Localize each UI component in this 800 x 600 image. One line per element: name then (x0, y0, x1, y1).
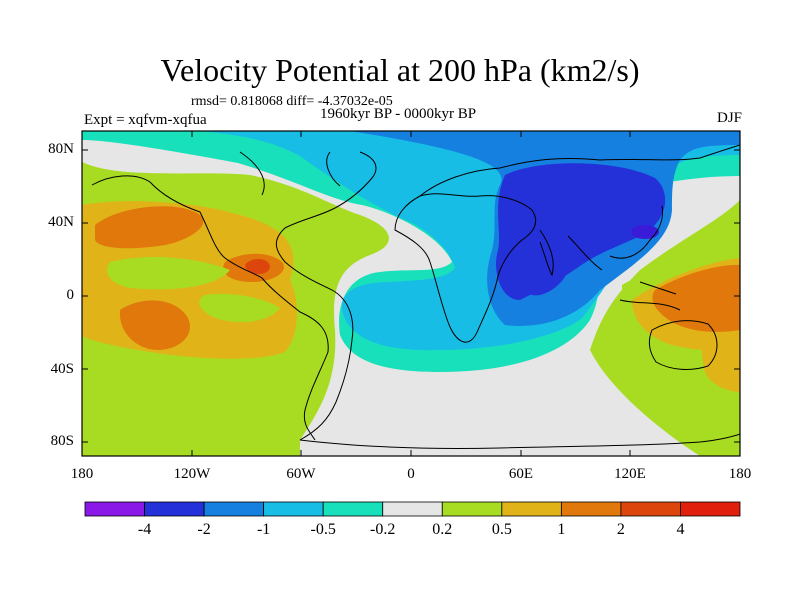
antarctica-coast (299, 433, 740, 450)
season-label: DJF (716, 110, 742, 126)
colorbar-swatch (203, 501, 265, 517)
contour-fill (119, 300, 190, 350)
rmsd-diff-stats: rmsd= 0.818068 diff= -4.37032e-05 (191, 94, 393, 109)
colorbar-swatch (322, 501, 384, 517)
greenland-canada-coast (239, 151, 341, 196)
colorbar-swatch (680, 501, 741, 517)
lon-label-120w: 120W (173, 466, 211, 482)
longitude-ticks (81, 131, 741, 456)
contour-fills (82, 131, 740, 456)
lat-label-40n: 40N (48, 214, 74, 230)
lat-label-eq: 0 (66, 287, 75, 303)
colorbar-swatch (560, 501, 622, 517)
lat-label-40s: 40S (50, 361, 74, 377)
contour-fill (245, 258, 270, 274)
latitude-ticks (82, 149, 740, 443)
contour-fill (515, 229, 573, 296)
contour-fill (199, 294, 280, 323)
colorbar-label: -1 (256, 521, 271, 538)
period-label: 1960kyr BP - 0000kyr BP (320, 106, 477, 122)
colorbar-swatch (84, 501, 145, 517)
colorbar (84, 501, 741, 517)
contour-fill (631, 225, 659, 239)
lat-label-80s: 80S (50, 433, 74, 449)
americas-east-coast (275, 151, 377, 441)
contour-fill (106, 256, 230, 290)
contour-fill (95, 206, 204, 249)
lon-label-180e: 180 (728, 466, 752, 482)
lon-label-180w: 180 (70, 466, 94, 482)
colorbar-label: -0.2 (370, 521, 396, 538)
lon-label-60e: 60E (508, 466, 534, 482)
eurasia-north-coast (419, 144, 740, 197)
africa-arabia-coast (394, 193, 537, 343)
colorbar-label: 2 (616, 521, 625, 538)
coastlines (91, 144, 740, 450)
contour-fill (652, 264, 740, 332)
colorbar-label: 0.5 (491, 521, 512, 538)
colorbar-label: -4 (137, 521, 152, 538)
lon-label-60w: 60W (286, 466, 316, 482)
colorbar-label: -2 (197, 521, 211, 538)
contour-fill (701, 334, 740, 392)
maritime-continent-australia (619, 281, 718, 370)
colorbar-swatch (144, 501, 205, 517)
colorbar-swatch (620, 501, 681, 517)
colorbar-swatch (441, 501, 503, 517)
colorbar-swatch (263, 501, 324, 517)
south-asia-coast (539, 205, 663, 277)
experiment-label: Expt = xqfvm-xqfua (84, 112, 207, 128)
lon-label-120e: 120E (614, 466, 646, 482)
colorbar-swatch (501, 501, 562, 517)
map-title: Velocity Potential at 200 hPa (km2/s) (160, 52, 640, 88)
colorbar-swatch (382, 501, 443, 517)
americas-west-coast (91, 175, 329, 441)
colorbar-label: 1 (557, 521, 566, 538)
lat-label-80n: 80N (48, 141, 74, 157)
colorbar-label: 4 (676, 521, 685, 538)
colorbar-label: 0.2 (432, 521, 453, 538)
colorbar-label: -0.5 (310, 521, 336, 538)
lon-label-0: 0 (407, 466, 415, 482)
